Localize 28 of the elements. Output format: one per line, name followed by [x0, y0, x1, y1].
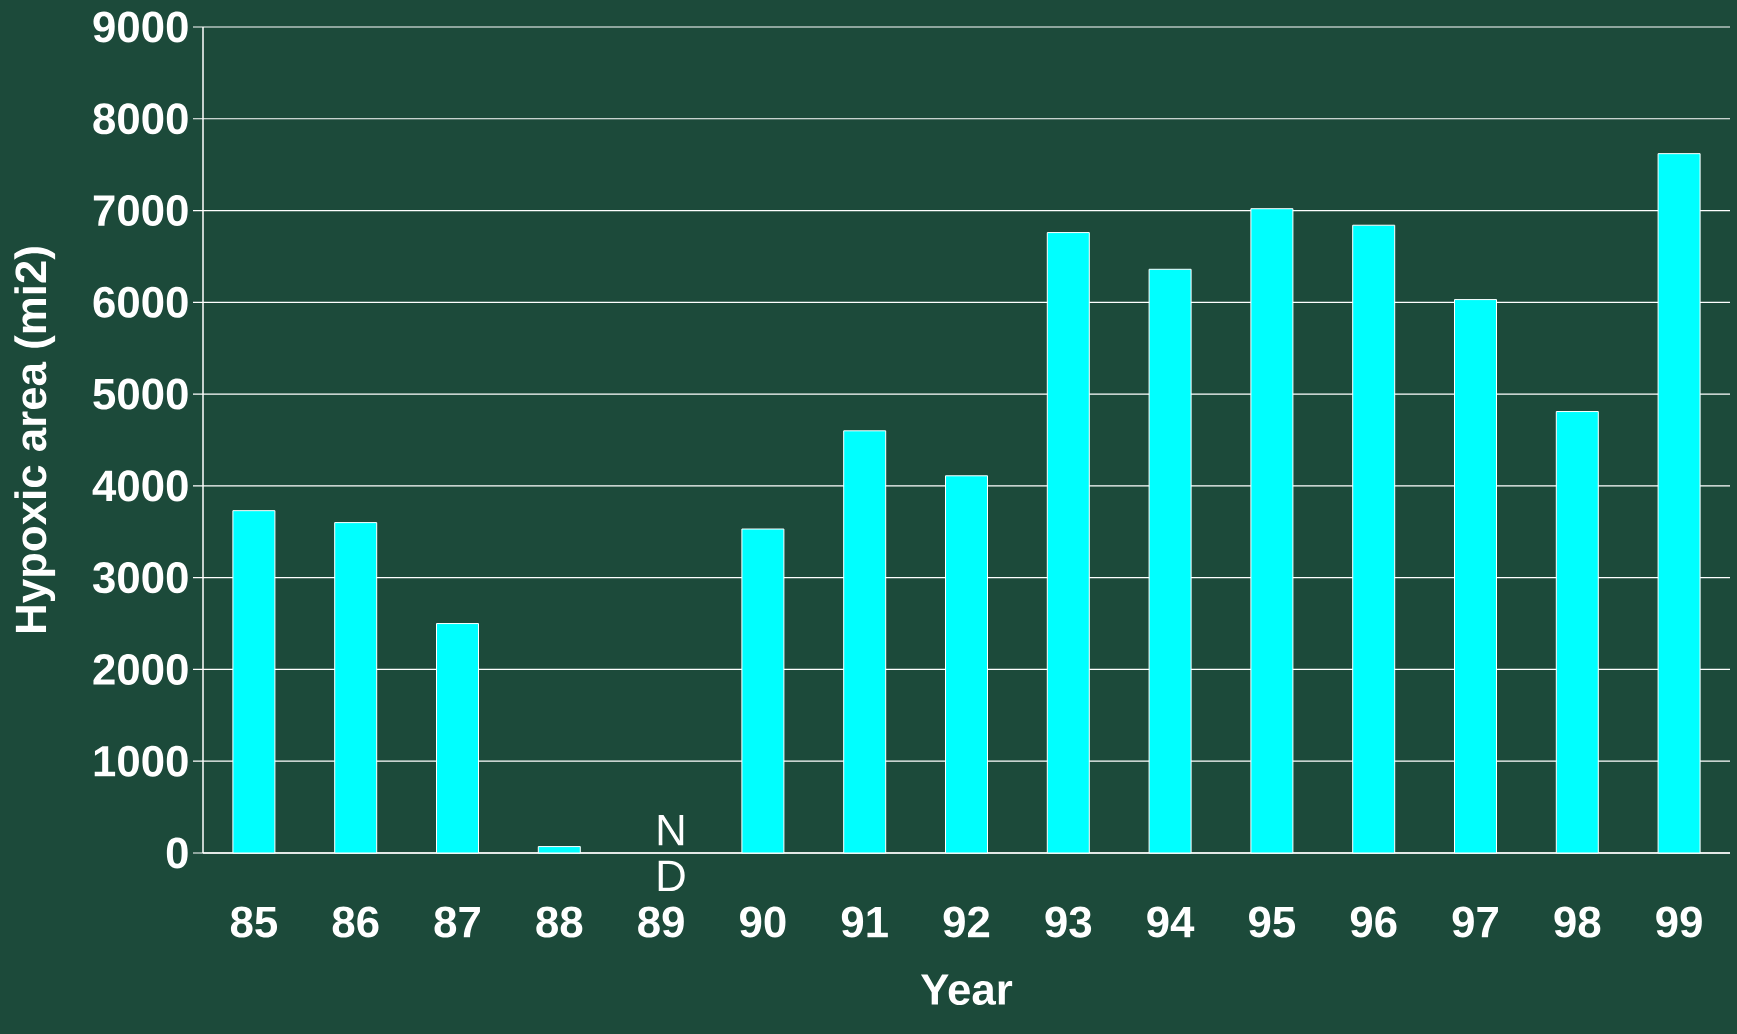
x-tick-label: 93 — [1045, 906, 1092, 938]
x-axis-title: Year — [920, 974, 1013, 1006]
x-tick-label: 88 — [536, 906, 583, 938]
annotation: N D — [658, 815, 685, 891]
y-tick-label: 6000 — [93, 286, 188, 318]
y-tick-label: 1000 — [94, 745, 188, 777]
y-tick-label: 5000 — [93, 378, 188, 410]
y-axis-title: Hypoxic area (mi2) — [14, 247, 56, 632]
x-tick-label: 91 — [841, 906, 888, 938]
x-tick-label: 85 — [230, 906, 278, 938]
x-tick-label: 98 — [1554, 906, 1601, 938]
y-tick-label: 7000 — [93, 195, 188, 227]
x-tick-label: 99 — [1656, 906, 1702, 938]
y-tick-label: 9000 — [93, 11, 188, 43]
x-tick-label: 95 — [1249, 906, 1296, 938]
x-tick-label: 87 — [434, 906, 480, 938]
y-tick-label: 2000 — [93, 653, 188, 685]
x-tick-label: 89 — [638, 906, 684, 938]
x-tick-label: 96 — [1350, 906, 1397, 938]
x-tick-label: 92 — [943, 906, 990, 938]
y-tick-label: 8000 — [93, 103, 188, 135]
x-tick-label: 86 — [332, 906, 379, 938]
y-tick-label: 4000 — [92, 470, 188, 502]
x-tick-label: 90 — [740, 906, 786, 938]
x-tick-label: 94 — [1147, 906, 1195, 938]
x-tick-label: 97 — [1452, 906, 1498, 938]
y-tick-label: 3000 — [92, 562, 188, 594]
y-tick-label: 0 — [166, 837, 188, 869]
